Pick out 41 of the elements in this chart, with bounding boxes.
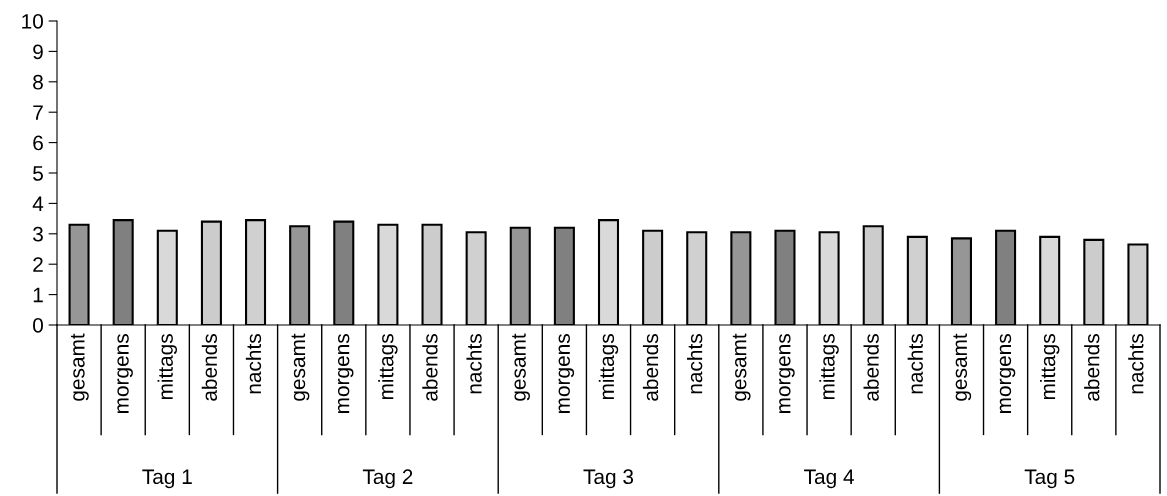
x-tick-label: morgens [337,334,354,413]
x-tick-label: nachts [466,334,482,394]
y-tick-label: 5 [33,166,43,181]
x-tick-label: abends [1084,334,1100,401]
text: Tag 4 [804,469,854,489]
x-tick-label: abends [201,334,218,401]
text: Tag 1 [142,469,192,489]
x-tick-label: gesamt [953,333,972,401]
x-tick-label: nachts [907,334,923,394]
y-tick-label: 0 [33,318,43,333]
x-tick-label: gesamt [291,333,310,401]
x-tick-label: gesamt [732,333,751,401]
x-tick-label: mittags [378,334,398,400]
text: Tag 2 [362,469,413,489]
y-tick-label: 7 [33,105,43,120]
y-tick-label: 3 [33,226,43,242]
x-tick-label: abends [422,334,438,401]
x-tick-label: gesamt [512,333,530,401]
x-tick-label: nachts [245,334,262,394]
x-tick-label: gesamt [70,333,89,401]
x-tick-label: nachts [1128,334,1144,394]
y-tick-label: 6 [33,135,43,151]
x-tick-label: nachts [687,334,703,394]
text: Tag 3 [583,469,634,489]
y-tick-label: 4 [32,196,44,211]
x-tick-label: abends [863,334,879,401]
y-tick-label: 1 [33,287,43,303]
y-tick-label: 9 [33,44,43,60]
x-tick-label: mittags [157,334,178,400]
x-tick-label: abends [642,334,659,401]
x-tick-label: mittags [1039,334,1060,400]
x-tick-label: morgens [117,334,133,413]
y-tick-label: 8 [33,74,43,90]
y-tick-label: 2 [33,257,43,272]
x-tick-label: morgens [558,334,575,413]
text: Tag 5 [1024,469,1075,489]
x-tick-label: mittags [598,334,619,400]
y-tick-label: 10 [22,14,43,29]
x-tick-label: morgens [779,334,795,413]
x-tick-label: mittags [819,334,839,400]
x-tick-label: morgens [999,334,1016,413]
